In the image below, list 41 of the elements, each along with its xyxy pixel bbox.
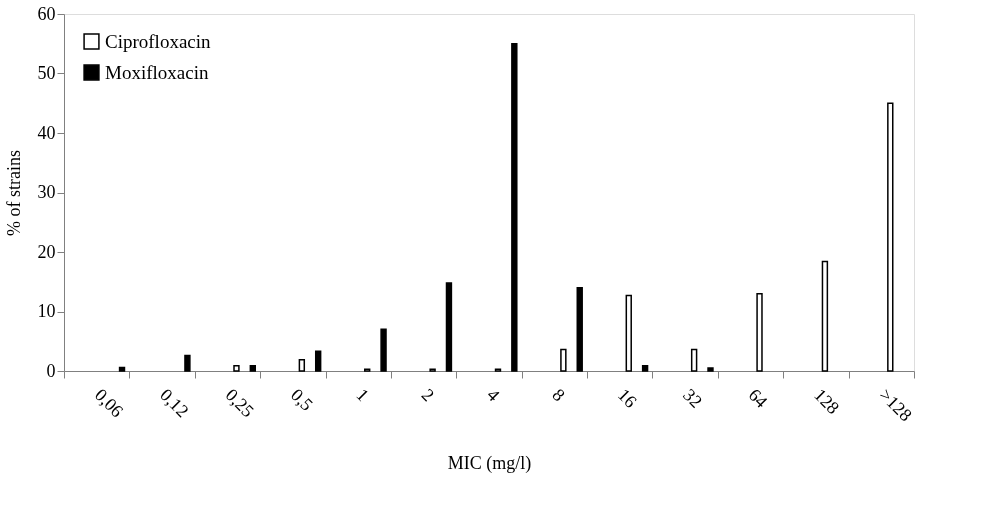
bar xyxy=(707,367,714,372)
bar xyxy=(560,348,567,372)
x-tick-label: 0,12 xyxy=(156,384,193,422)
bar xyxy=(298,358,306,372)
bar xyxy=(249,364,256,372)
bar xyxy=(380,328,387,372)
y-tick-label: 30 xyxy=(37,182,56,202)
bar xyxy=(690,348,698,372)
bar xyxy=(756,292,763,372)
bar xyxy=(641,364,649,372)
x-tick-label: 1 xyxy=(352,384,373,406)
bar xyxy=(314,350,322,372)
y-tick-label: 10 xyxy=(37,301,56,321)
bar xyxy=(233,364,240,372)
y-tick-label: 0 xyxy=(46,360,56,381)
x-axis-title: MIC (mg/l) xyxy=(447,453,532,475)
x-tick-label: 4 xyxy=(483,384,504,406)
bar xyxy=(821,260,829,372)
bar xyxy=(184,354,191,372)
x-tick-label: 16 xyxy=(613,384,641,412)
legend-label: Moxifloxacin xyxy=(105,61,209,83)
bar xyxy=(625,294,632,372)
y-tick-label: 20 xyxy=(37,241,56,262)
y-tick-label: 50 xyxy=(37,63,56,83)
bar xyxy=(887,102,894,372)
bar xyxy=(511,43,518,372)
legend-label: Ciprofloxacin xyxy=(105,30,212,52)
bar xyxy=(445,282,453,372)
x-tick-label: 0,5 xyxy=(286,384,318,415)
bar xyxy=(118,366,126,372)
x-tick-label: 32 xyxy=(679,384,707,412)
y-axis-title: % of strains xyxy=(3,150,24,236)
x-tick-label: 0,06 xyxy=(90,384,128,422)
x-tick-label: 2 xyxy=(417,384,439,406)
y-tick-label: 40 xyxy=(37,122,56,143)
y-tick-label: 60 xyxy=(37,3,56,24)
x-tick-label: 64 xyxy=(744,384,772,412)
bar xyxy=(576,286,583,372)
x-tick-label: 128 xyxy=(810,384,844,418)
x-tick-label: 8 xyxy=(548,384,570,406)
x-tick-label: 0,25 xyxy=(221,384,259,422)
